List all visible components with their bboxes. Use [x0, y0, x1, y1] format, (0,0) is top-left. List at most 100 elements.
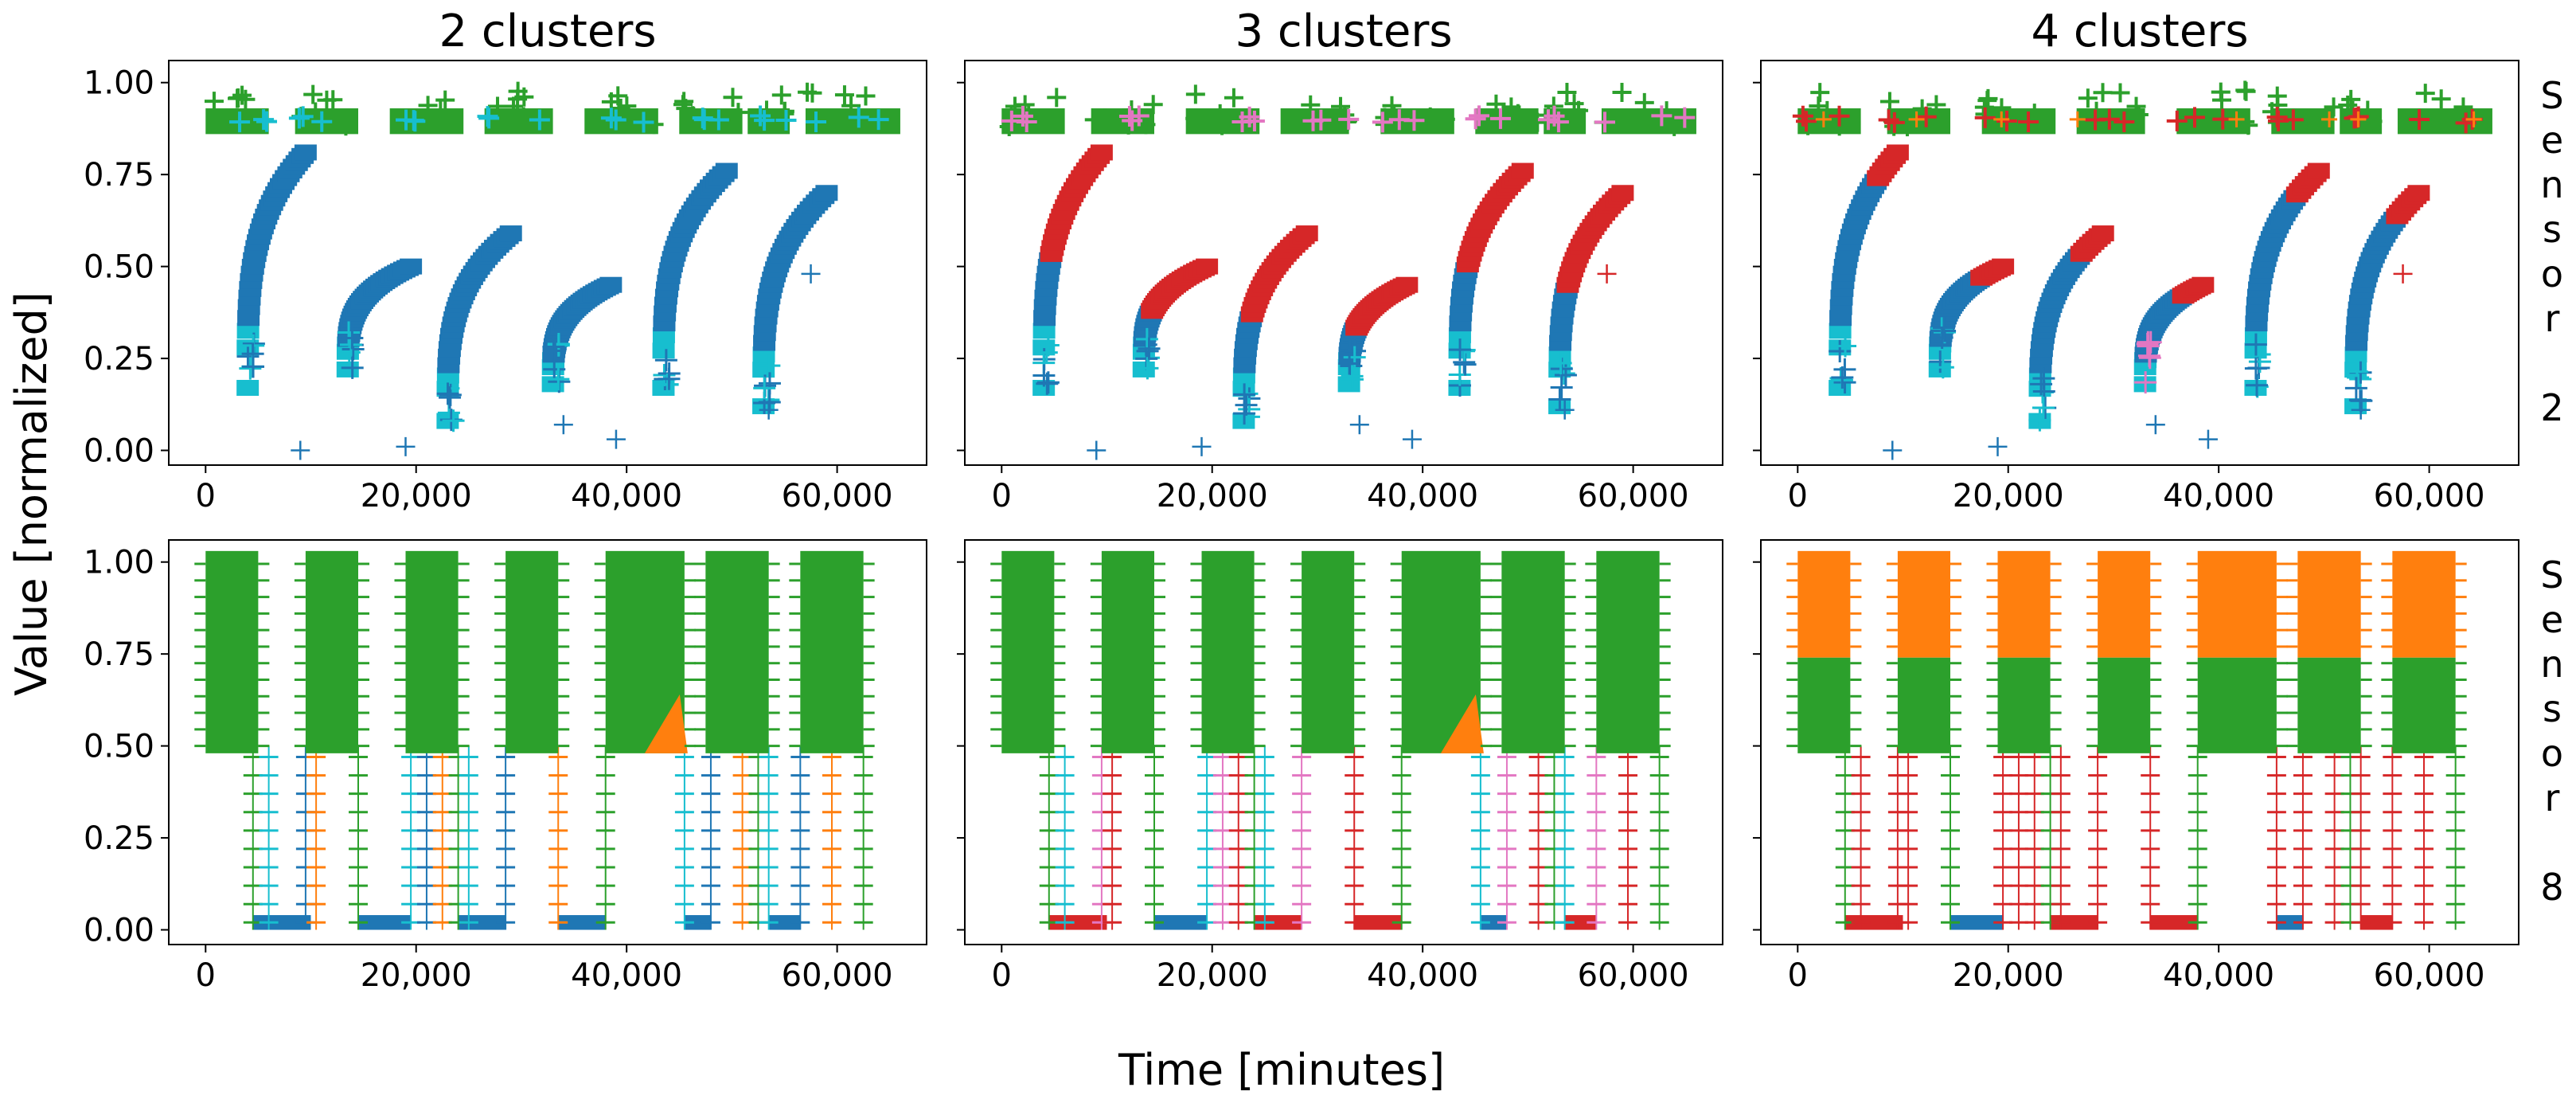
band-spike	[323, 90, 343, 110]
band-accent	[1012, 105, 1033, 127]
high-block	[205, 550, 259, 753]
band-accent	[1489, 108, 1511, 129]
high-block-lower	[2297, 657, 2361, 753]
band-spike	[1435, 109, 1455, 129]
ramp-tail	[1449, 338, 1472, 362]
band-accent	[1792, 105, 1813, 127]
band-spike	[434, 112, 454, 132]
x-tick-label: 20,000	[361, 478, 472, 514]
band-spike	[856, 86, 876, 106]
row-label-char: s	[2543, 208, 2562, 251]
ramp-tail	[2244, 333, 2267, 356]
band-spike	[1382, 96, 1402, 115]
outlier-point	[291, 440, 310, 460]
ramp-point	[236, 380, 260, 397]
high-block-anomaly	[1440, 694, 1484, 753]
high-block-upper	[2297, 550, 2361, 658]
outlier-point	[1402, 429, 1422, 449]
high-block	[1596, 550, 1660, 753]
ramp-point	[1992, 258, 2015, 275]
band-spike	[1879, 92, 1899, 111]
ramp-point	[2192, 276, 2215, 293]
low-segment	[558, 915, 606, 930]
high-block-lower	[2197, 657, 2277, 753]
ramp-tail	[1831, 366, 1854, 389]
band-spike	[2110, 83, 2130, 103]
ramp-point	[1132, 361, 1155, 377]
band-accent	[2184, 107, 2205, 128]
band-spike	[2129, 104, 2149, 124]
band-spike	[1501, 97, 1521, 117]
ramp-tail	[1548, 388, 1571, 411]
series-layer	[999, 82, 1696, 460]
x-tick-label: 40,000	[1367, 957, 1478, 994]
band-spike	[508, 81, 528, 101]
axes-frame	[1760, 539, 2519, 945]
band-accent	[2228, 111, 2245, 127]
low-segment	[2050, 915, 2098, 930]
ramp-point	[815, 185, 838, 201]
ramp-tail	[653, 363, 676, 386]
high-block-upper	[2392, 550, 2456, 658]
outlier-point	[1555, 400, 1575, 420]
outlier-point	[1349, 415, 1369, 435]
band-accent	[2409, 108, 2430, 130]
band-accent	[1651, 105, 1672, 127]
band-spike	[1375, 108, 1395, 127]
high-block-upper	[1897, 550, 1950, 658]
ramp-tail	[341, 327, 364, 350]
low-segment	[768, 915, 801, 930]
low-segment	[1354, 915, 1402, 930]
ramp-tail	[2137, 334, 2160, 358]
band-spike	[1212, 115, 1232, 135]
outlier-point	[2351, 400, 2371, 420]
ramp-point	[1090, 144, 1113, 161]
high-block-lower	[1897, 657, 1950, 753]
high-block-upper	[2098, 550, 2151, 658]
low-segment	[1480, 915, 1507, 930]
high-block	[1101, 550, 1154, 753]
ramp-point	[752, 362, 775, 378]
ramp-point	[1829, 323, 1852, 339]
band-spike	[1926, 95, 1946, 115]
band-accent	[2346, 107, 2367, 128]
ramp-tail	[2134, 371, 2157, 394]
ramp-tail	[1930, 327, 1953, 350]
ramp-tail	[544, 339, 567, 362]
band-spike	[1810, 83, 1830, 103]
row-label-char: e	[2541, 598, 2563, 641]
band-accent	[2268, 110, 2289, 131]
band-accent	[848, 107, 869, 128]
band-spike	[513, 107, 533, 127]
ramp-tail	[2244, 357, 2267, 380]
band-accent	[1915, 106, 1937, 127]
low-segment	[1564, 915, 1597, 930]
band-spike	[728, 103, 748, 123]
band-spike	[418, 96, 438, 115]
band-spike	[1897, 117, 1917, 137]
band-spike	[2235, 111, 2255, 131]
high-block	[800, 550, 864, 753]
ramp-tail	[1549, 351, 1572, 374]
ramp-tail	[1237, 405, 1260, 428]
ramp-point	[336, 361, 359, 377]
band-accent	[2321, 111, 2338, 127]
x-tick-label: 40,000	[571, 478, 682, 514]
band-accent	[1465, 108, 1486, 130]
x-tick-label: 0	[196, 957, 216, 994]
axes-frame	[168, 539, 927, 945]
x-tick-label: 0	[992, 478, 1012, 514]
low-segment	[2150, 915, 2198, 930]
band-spike	[204, 92, 224, 111]
band-accent	[1974, 107, 1996, 128]
column-title: 3 clusters	[1235, 6, 1452, 57]
x-tick-label: 0	[1788, 478, 1808, 514]
row-label-char: s	[2543, 687, 2562, 730]
panel-r1-c2: 0 20,000 40,000 60,000 3 clusters	[957, 6, 1723, 514]
band-accent	[1996, 110, 2018, 131]
row-label-char: o	[2541, 732, 2563, 775]
outlier-point	[1087, 440, 1107, 460]
ramp-tail	[656, 374, 679, 397]
ramp-tail	[1929, 350, 1952, 374]
ramp-tail	[439, 386, 462, 409]
